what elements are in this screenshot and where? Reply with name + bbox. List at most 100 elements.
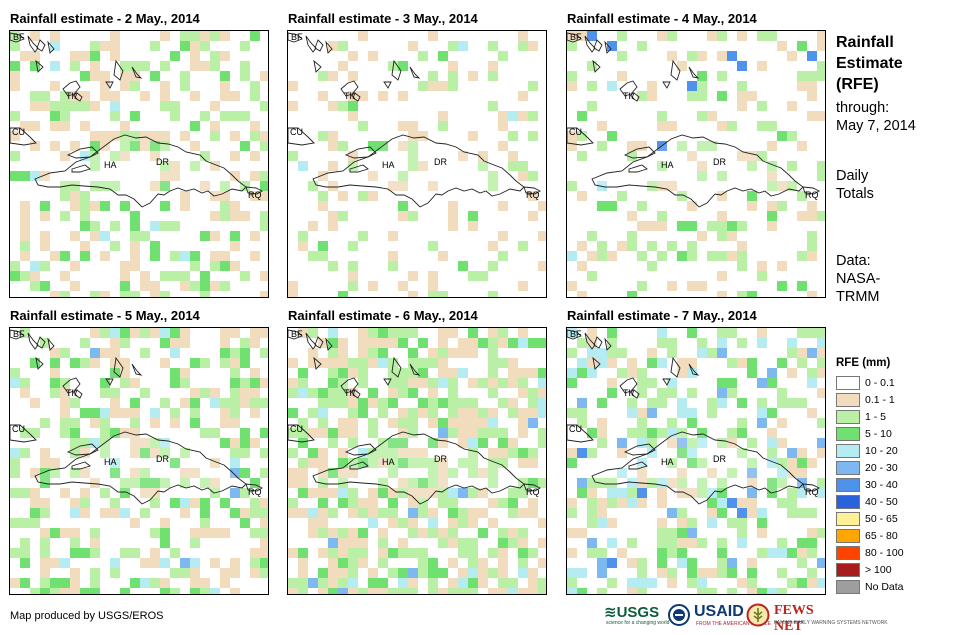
rainfall-cell [200, 388, 210, 398]
rainfall-cell [260, 468, 268, 478]
rainfall-cell [210, 51, 220, 61]
rainfall-cell [348, 161, 358, 171]
rainfall-cell [677, 358, 687, 368]
rainfall-cell [318, 201, 328, 211]
rainfall-cell [150, 408, 160, 418]
place-label-rq: RQ [526, 190, 540, 200]
rainfall-cell [338, 61, 348, 71]
rainfall-cell [747, 468, 757, 478]
rainfall-cell [160, 518, 170, 528]
rainfall-cell [567, 548, 577, 558]
rainfall-cell [288, 358, 298, 368]
rainfall-cell [200, 231, 210, 241]
rainfall-cell [338, 558, 348, 568]
rainfall-cell [70, 191, 80, 201]
rainfall-cell [150, 151, 160, 161]
rainfall-cell [288, 588, 298, 594]
rainfall-cell [438, 438, 448, 448]
rainfall-cell [150, 548, 160, 558]
rainfall-cell [190, 398, 200, 408]
rainfall-cell [807, 408, 817, 418]
rainfall-cell [488, 518, 498, 528]
rainfall-cell [498, 201, 508, 211]
coastline-shape [314, 336, 324, 349]
rainfall-cell [478, 378, 488, 388]
rainfall-cell [40, 171, 50, 181]
rainfall-cell [120, 378, 130, 388]
rainfall-cell [70, 261, 80, 271]
rainfall-cell [150, 328, 160, 338]
rainfall-cell [170, 111, 180, 121]
rainfall-cell [677, 368, 687, 378]
rainfall-cell [637, 438, 647, 448]
rainfall-cell [488, 101, 498, 111]
rainfall-cell [318, 388, 328, 398]
rainfall-cell [677, 538, 687, 548]
rainfall-cell [298, 508, 308, 518]
map-panel-may-5: BF TK CU HA DR RQ [9, 327, 269, 595]
rainfall-cell [240, 141, 250, 151]
rainfall-cell [807, 201, 817, 211]
rainfall-cell [50, 468, 60, 478]
rainfall-cell [120, 508, 130, 518]
rainfall-cell [637, 378, 647, 388]
rainfall-cell [388, 458, 398, 468]
rainfall-cell [687, 528, 697, 538]
place-label-tk: TK [623, 388, 635, 398]
place-label-ha: HA [661, 160, 674, 170]
rainfall-cell [567, 71, 577, 81]
rainfall-cell [717, 271, 727, 281]
rainfall-cell [498, 588, 508, 594]
rainfall-cell [230, 171, 240, 181]
rainfall-cell [298, 428, 308, 438]
rainfall-cell [757, 548, 767, 558]
rainfall-cell [120, 428, 130, 438]
rainfall-cell [378, 538, 388, 548]
rainfall-cell [498, 328, 508, 338]
legend-swatch [836, 410, 860, 424]
rainfall-cell [408, 348, 418, 358]
rainfall-cell [288, 388, 298, 398]
map-credit: Map produced by USGS/EROS [10, 610, 164, 622]
fews-net-wheat-icon [746, 603, 770, 627]
rainfall-cell [697, 51, 707, 61]
rainfall-cell [308, 428, 318, 438]
rainfall-cell [220, 328, 230, 338]
rainfall-cell [657, 538, 667, 548]
rainfall-cell [787, 548, 797, 558]
coastline-shape [105, 378, 114, 386]
rainfall-cell [737, 528, 747, 538]
rainfall-cell [70, 568, 80, 578]
coastline-shape [27, 35, 39, 53]
rainfall-cell [797, 348, 807, 358]
rainfall-cell [428, 241, 438, 251]
coastline-shape [352, 92, 361, 102]
rainfall-cell [388, 181, 398, 191]
rainfall-cell [378, 558, 388, 568]
rainfall-cell [787, 338, 797, 348]
rainfall-cell [328, 578, 338, 588]
rainfall-cell [607, 328, 617, 338]
rainfall-cell [20, 121, 30, 131]
rainfall-cell [428, 518, 438, 528]
rainfall-cell [358, 458, 368, 468]
coastline-shape [313, 356, 322, 370]
rainfall-cell [498, 141, 508, 151]
rainfall-cell [797, 191, 807, 201]
rainfall-cell [398, 428, 408, 438]
rainfall-cell [617, 368, 627, 378]
rainfall-cell [160, 221, 170, 231]
rainfall-cell [408, 488, 418, 498]
coastline-shape [567, 127, 594, 146]
rainfall-cell [747, 558, 757, 568]
rainfall-cell [637, 568, 647, 578]
rainfall-cell [308, 388, 318, 398]
rainfall-cell [288, 281, 298, 291]
rainfall-cell [60, 398, 70, 408]
rainfall-cell [498, 51, 508, 61]
rainfall-cell [538, 518, 546, 528]
rainfall-cell [458, 458, 468, 468]
rainfall-cell [338, 578, 348, 588]
rainfall-cell [50, 578, 60, 588]
